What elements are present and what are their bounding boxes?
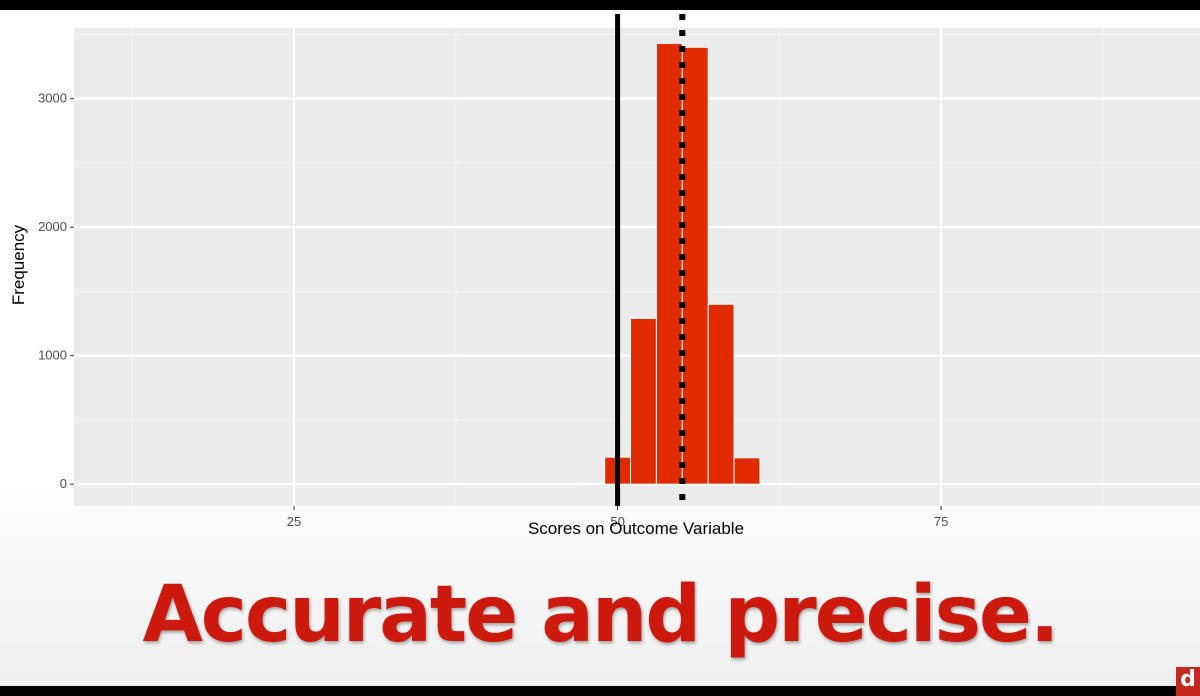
histogram-chart: 25 50 75 0 1000 2000 3000 Scores on Outcome V… [9, 14, 1200, 538]
histogram-bar [707, 303, 735, 485]
video-frame: 25 50 75 0 1000 2000 3000 Scores on Outcome V… [0, 10, 1200, 696]
y-tick-label: 0 [60, 476, 67, 491]
histogram-bar [630, 317, 657, 485]
histogram-bar [578, 482, 606, 485]
y-tick-label: 2000 [38, 219, 67, 234]
y-axis-ticks: 0 1000 2000 3000 [38, 91, 74, 491]
brand-logo: d [1176, 667, 1200, 696]
x-tick-label: 25 [287, 514, 301, 529]
histogram-bars [578, 42, 787, 485]
histogram-bar [733, 457, 761, 485]
minor-gridlines [74, 28, 1200, 506]
x-tick-label: 50 [610, 514, 624, 529]
y-tick-label: 3000 [38, 91, 67, 106]
x-axis-title: Scores on Outcome Variable [528, 519, 744, 538]
y-axis-title: Frequency [9, 224, 28, 305]
y-tick-label: 1000 [38, 348, 67, 363]
histogram-bar [759, 482, 787, 485]
histogram-bar [655, 42, 683, 485]
histogram-bar [681, 46, 709, 485]
reference-lines [615, 14, 686, 506]
x-axis-ticks: 25 50 75 [287, 506, 948, 529]
caption-text: Accurate and precise. [142, 570, 1059, 660]
x-tick-label: 75 [934, 514, 948, 529]
